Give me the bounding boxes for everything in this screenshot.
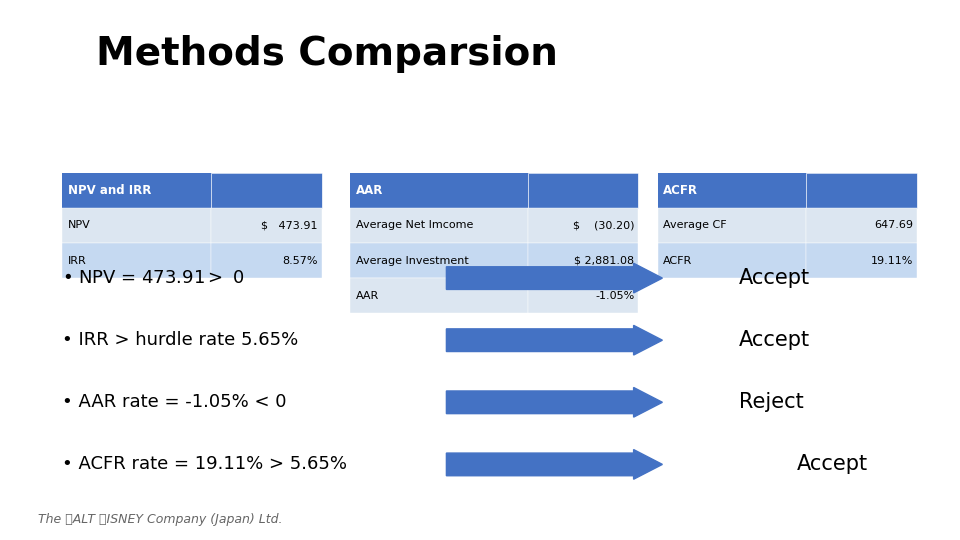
- Text: Accept: Accept: [739, 330, 810, 350]
- Bar: [62, 243, 211, 278]
- Bar: [350, 278, 528, 313]
- Text: ACFR: ACFR: [663, 255, 692, 266]
- Text: Reject: Reject: [739, 392, 804, 413]
- Bar: [350, 208, 528, 243]
- Text: Average CF: Average CF: [663, 220, 727, 231]
- Text: 647.69: 647.69: [874, 220, 913, 231]
- Text: NPV and IRR: NPV and IRR: [68, 184, 152, 197]
- FancyArrow shape: [446, 325, 662, 355]
- Bar: [806, 208, 917, 243]
- Text: Accept: Accept: [739, 268, 810, 288]
- Text: The ⓦALT ⓓISNEY Company (Japan) Ltd.: The ⓦALT ⓓISNEY Company (Japan) Ltd.: [38, 514, 283, 526]
- Text: ACFR: ACFR: [663, 184, 698, 197]
- Bar: [62, 173, 322, 208]
- Bar: [528, 173, 638, 208]
- Bar: [350, 173, 638, 208]
- Text: 8.57%: 8.57%: [282, 255, 318, 266]
- Bar: [528, 243, 638, 278]
- Text: Accept: Accept: [797, 454, 868, 475]
- Bar: [211, 243, 322, 278]
- Bar: [211, 173, 322, 208]
- Bar: [658, 243, 806, 278]
- Text: • AAR rate = -1.05% < 0: • AAR rate = -1.05% < 0: [62, 393, 287, 411]
- FancyArrow shape: [446, 449, 662, 480]
- Text: $ 2,881.08: $ 2,881.08: [574, 255, 635, 266]
- Text: NPV: NPV: [68, 220, 91, 231]
- Text: • ACFR rate = 19.11% > 5.65%: • ACFR rate = 19.11% > 5.65%: [62, 455, 348, 474]
- Text: Average Investment: Average Investment: [356, 255, 468, 266]
- Bar: [62, 208, 211, 243]
- Bar: [658, 173, 917, 208]
- Text: $    (30.20): $ (30.20): [573, 220, 635, 231]
- Text: IRR: IRR: [68, 255, 87, 266]
- Text: 19.11%: 19.11%: [871, 255, 913, 266]
- Text: Average Net Imcome: Average Net Imcome: [356, 220, 473, 231]
- Text: • NPV = $ 473.91 > $ 0: • NPV = $ 473.91 > $ 0: [62, 269, 245, 287]
- FancyArrow shape: [446, 263, 662, 293]
- Text: Methods Comparsion: Methods Comparsion: [96, 35, 558, 73]
- Bar: [211, 208, 322, 243]
- Text: AAR: AAR: [356, 291, 379, 301]
- Bar: [806, 173, 917, 208]
- Text: • IRR > hurdle rate 5.65%: • IRR > hurdle rate 5.65%: [62, 331, 299, 349]
- Text: AAR: AAR: [356, 184, 384, 197]
- Bar: [658, 208, 806, 243]
- Bar: [806, 243, 917, 278]
- FancyArrow shape: [446, 388, 662, 417]
- Bar: [528, 208, 638, 243]
- Bar: [528, 278, 638, 313]
- Bar: [350, 243, 528, 278]
- Text: -1.05%: -1.05%: [595, 291, 635, 301]
- Text: $   473.91: $ 473.91: [261, 220, 318, 231]
